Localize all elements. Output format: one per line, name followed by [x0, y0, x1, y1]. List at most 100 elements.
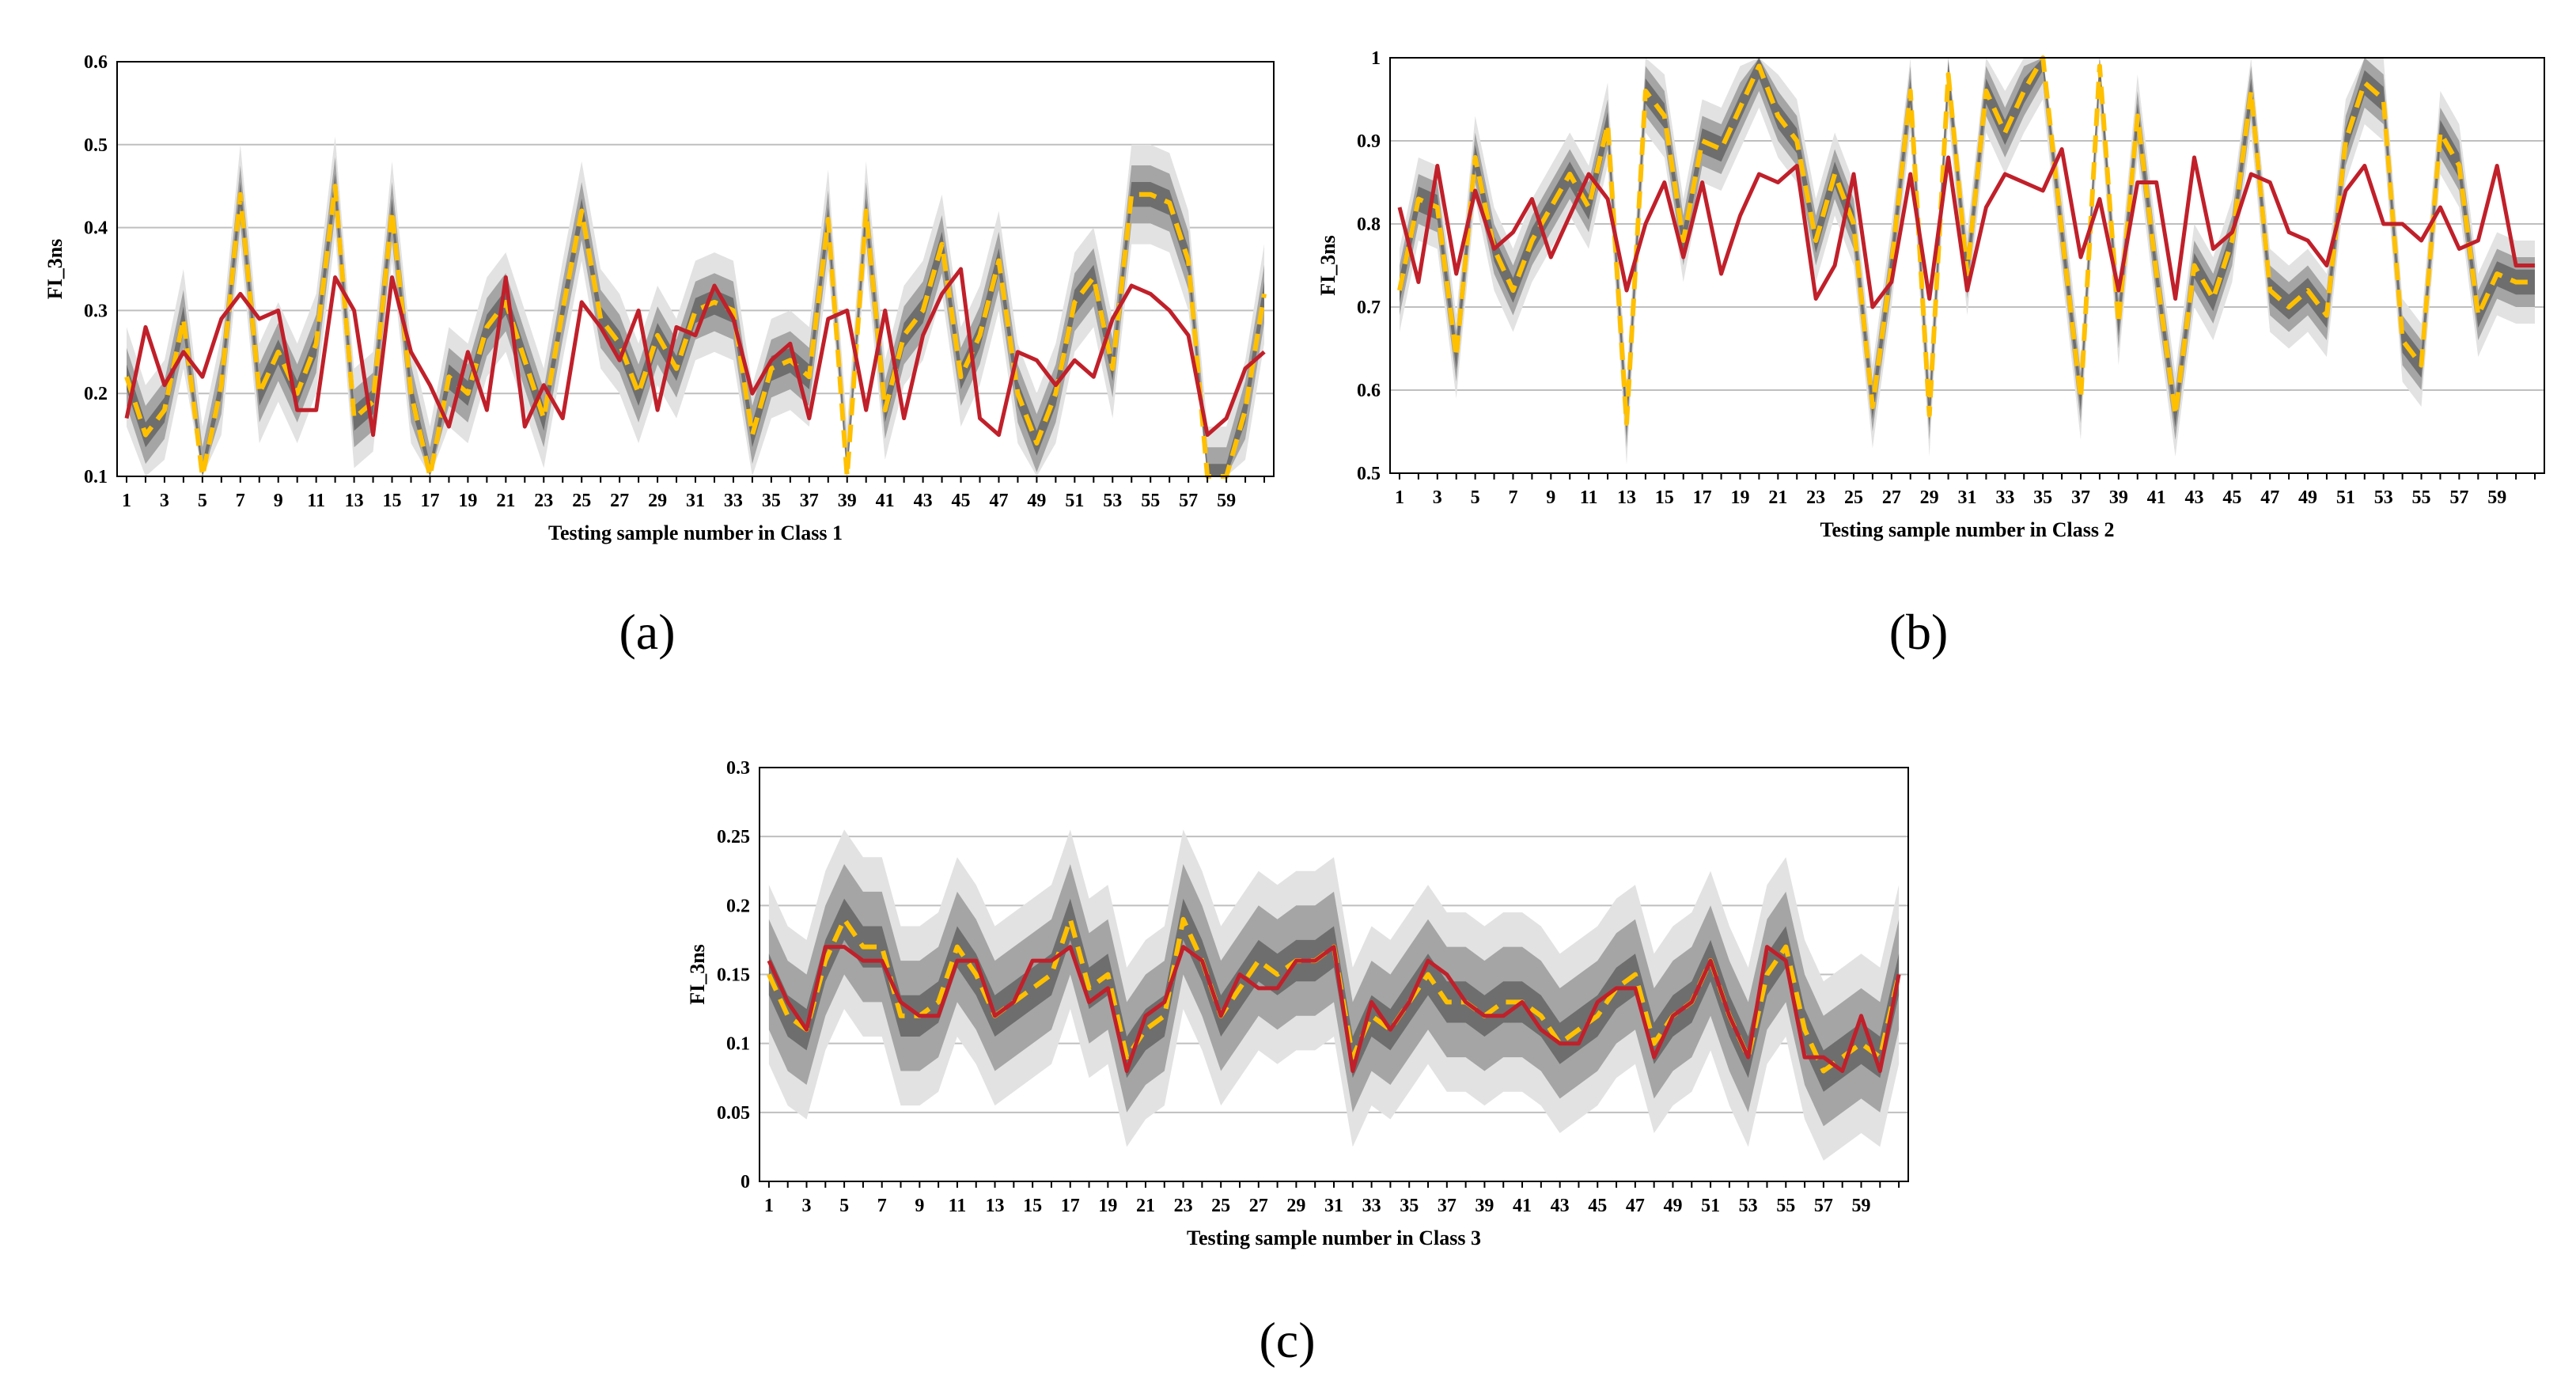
x-tick-label: 23	[1806, 487, 1825, 508]
x-tick-label: 45	[2222, 487, 2241, 508]
x-tick-label: 43	[1551, 1196, 1570, 1216]
x-tick-label: 19	[1098, 1196, 1117, 1216]
x-tick-label: 23	[534, 491, 553, 511]
y-tick-label: 0.9	[1357, 131, 1381, 152]
x-tick-label: 35	[762, 491, 781, 511]
x-tick-label: 47	[1626, 1196, 1645, 1216]
series-line-predicted-mean	[1397, 55, 2535, 426]
x-tick-label: 51	[2336, 487, 2355, 508]
x-tick-label: 17	[1693, 487, 1712, 508]
y-axis-title: FI_3ns	[44, 239, 66, 300]
y-tick-label: 0.05	[717, 1103, 750, 1124]
x-tick-label: 29	[1920, 487, 1939, 508]
x-tick-label: 15	[383, 491, 402, 511]
x-tick-label: 53	[1103, 491, 1122, 511]
caption-b: (b)	[1889, 604, 1949, 660]
x-axis-title: Testing sample number in Class 2	[1820, 518, 2114, 541]
x-tick-label: 27	[1882, 487, 1901, 508]
x-tick-label: 37	[1438, 1196, 1457, 1216]
x-tick-label: 11	[307, 491, 325, 511]
x-tick-label: 33	[1362, 1196, 1381, 1216]
x-tick-label: 57	[2449, 487, 2468, 508]
x-tick-label: 59	[2487, 487, 2506, 508]
series-line-observed	[124, 267, 1266, 438]
y-tick-label: 0.3	[726, 758, 750, 779]
x-tick-label: 37	[2071, 487, 2090, 508]
band-inner-interval	[127, 173, 1264, 476]
x-tick-label: 9	[1546, 487, 1555, 508]
x-tick-label: 17	[420, 491, 439, 511]
y-tick-label: 0.2	[84, 384, 108, 404]
x-tick-label: 3	[802, 1196, 812, 1216]
x-tick-label: 59	[1851, 1196, 1870, 1216]
x-tick-label: 33	[1995, 487, 2014, 508]
x-tick-label: 13	[986, 1196, 1005, 1216]
y-tick-label: 0	[741, 1172, 750, 1192]
x-tick-label: 59	[1217, 491, 1236, 511]
x-tick-label: 47	[2260, 487, 2279, 508]
panel-b: (b) 0.50.60.70.80.911 3 5 7 9 11 13 15 17 19 21 23 2…	[1316, 48, 2545, 660]
x-tick-label: 19	[1730, 487, 1749, 508]
y-tick-label: 0.6	[84, 52, 108, 73]
y-tick-label: 0.1	[84, 467, 108, 487]
x-tick-label: 55	[1141, 491, 1160, 511]
series-line-observed	[767, 945, 1901, 1073]
x-tick-label: 31	[1958, 487, 1977, 508]
x-tick-label: 19	[458, 491, 477, 511]
y-tick-label: 0.3	[84, 301, 108, 321]
x-tick-label: 41	[876, 491, 895, 511]
x-tick-label: 7	[1508, 487, 1517, 508]
x-tick-label: 29	[1286, 1196, 1305, 1216]
x-tick-label: 21	[496, 491, 515, 511]
x-tick-label: 1	[764, 1196, 774, 1216]
x-tick-label: 13	[345, 491, 364, 511]
x-tick-label: 39	[1475, 1196, 1494, 1216]
x-tick-label: 31	[686, 491, 705, 511]
y-tick-label: 0.7	[1357, 298, 1381, 318]
x-tick-label: 9	[915, 1196, 924, 1216]
x-tick-label: 27	[1249, 1196, 1268, 1216]
x-tick-label: 49	[1027, 491, 1046, 511]
x-tick-label: 29	[648, 491, 667, 511]
y-tick-label: 0.8	[1357, 214, 1381, 235]
x-tick-label: 21	[1768, 487, 1787, 508]
x-tick-label: 3	[160, 491, 169, 511]
y-tick-label: 0.1	[726, 1034, 750, 1055]
x-tick-label: 25	[1211, 1196, 1230, 1216]
x-tick-label: 51	[1065, 491, 1084, 511]
x-tick-label: 33	[724, 491, 743, 511]
y-tick-label: 0.25	[717, 827, 750, 847]
y-tick-label: 0.5	[1357, 464, 1381, 484]
caption-a: (a)	[619, 604, 675, 660]
x-tick-label: 47	[989, 491, 1008, 511]
x-tick-label: 7	[236, 491, 245, 511]
x-tick-label: 15	[1023, 1196, 1042, 1216]
y-axis-title: FI_3ns	[1316, 235, 1339, 296]
x-tick-label: 35	[1400, 1196, 1419, 1216]
x-tick-label: 49	[1663, 1196, 1682, 1216]
x-tick-label: 31	[1324, 1196, 1343, 1216]
x-tick-label: 21	[1136, 1196, 1155, 1216]
x-tick-label: 43	[914, 491, 933, 511]
x-tick-label: 53	[2374, 487, 2393, 508]
x-tick-label: 23	[1174, 1196, 1193, 1216]
x-tick-label: 41	[2147, 487, 2166, 508]
y-axis-title: FI_3ns	[686, 944, 709, 1005]
series-line-observed	[1397, 147, 2535, 309]
x-tick-label: 41	[1513, 1196, 1532, 1216]
x-tick-label: 55	[2412, 487, 2431, 508]
x-tick-label: 5	[198, 491, 207, 511]
x-tick-label: 51	[1701, 1196, 1720, 1216]
x-tick-label: 37	[800, 491, 819, 511]
y-tick-label: 0.2	[726, 896, 750, 916]
x-tick-label: 17	[1061, 1196, 1080, 1216]
x-tick-label: 13	[1617, 487, 1636, 508]
x-tick-label: 55	[1776, 1196, 1795, 1216]
x-tick-label: 7	[877, 1196, 887, 1216]
x-tick-label: 57	[1179, 491, 1198, 511]
x-tick-label: 45	[1588, 1196, 1607, 1216]
x-tick-label: 35	[2033, 487, 2052, 508]
band-middle-interval	[768, 864, 1900, 1127]
